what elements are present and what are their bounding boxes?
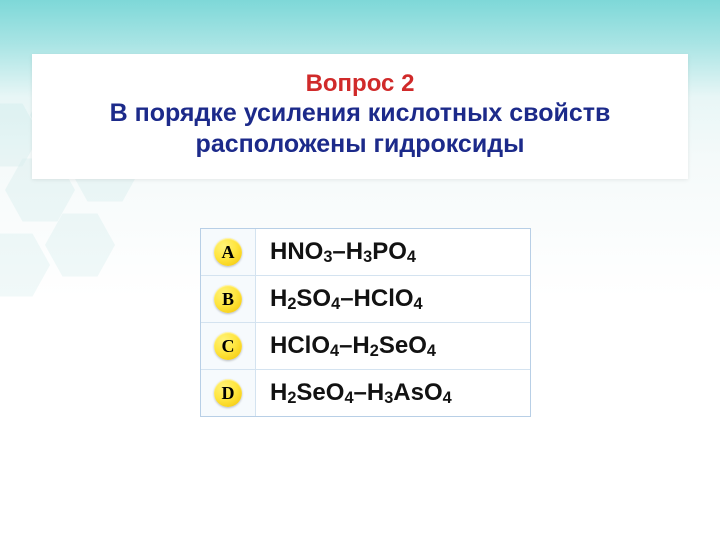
answer-letter-cell: B (201, 276, 256, 322)
answer-badge-a: A (214, 238, 242, 266)
answer-formula-a: HNO3–H3PO4 (256, 229, 530, 275)
answer-row[interactable]: D H2SeO4–H3AsO4 (201, 369, 530, 416)
answer-row[interactable]: B H2SO4–HClO4 (201, 275, 530, 322)
answer-row[interactable]: A HNO3–H3PO4 (201, 229, 530, 275)
answer-table: A HNO3–H3PO4 B H2SO4–HClO4 C HClO4–H2SeO… (200, 228, 531, 417)
answer-badge-d: D (214, 379, 242, 407)
answer-row[interactable]: C HClO4–H2SeO4 (201, 322, 530, 369)
answer-badge-c: C (214, 332, 242, 360)
answer-letter-cell: D (201, 370, 256, 416)
question-text-line1: В порядке усиления кислотных свойств (42, 98, 678, 129)
question-text-line2: расположены гидроксиды (42, 129, 678, 160)
answer-letter-cell: C (201, 323, 256, 369)
answer-formula-d: H2SeO4–H3AsO4 (256, 370, 530, 416)
answer-badge-b: B (214, 285, 242, 313)
answer-letter-cell: A (201, 229, 256, 275)
answer-formula-b: H2SO4–HClO4 (256, 276, 530, 322)
question-card: Вопрос 2 В порядке усиления кислотных св… (32, 54, 688, 179)
question-number: Вопрос 2 (42, 70, 678, 98)
answer-formula-c: HClO4–H2SeO4 (256, 323, 530, 369)
